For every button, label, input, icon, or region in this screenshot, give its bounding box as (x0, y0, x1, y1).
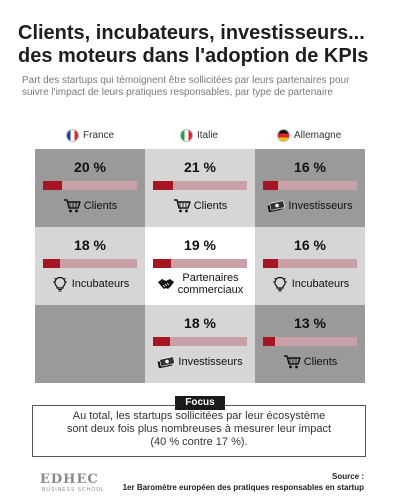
bar (263, 181, 279, 190)
cell-allemagne-row-2: 16 % Incubateurs (255, 227, 365, 305)
logo-sub-text: BUSINESS SCHOOL (42, 487, 105, 493)
shopping-cart-icon (63, 198, 81, 214)
partner-label: Clients (145, 198, 255, 214)
cell-allemagne-row-3: 13 % Clients (255, 305, 365, 383)
column-label: France (83, 129, 115, 141)
partner-label: Incubateurs (255, 276, 365, 292)
edhec-logo: EDHEC BUSINESS SCHOOL (36, 472, 126, 494)
focus-line-3: (40 % contre 17 %). (150, 436, 248, 448)
shopping-cart-icon (173, 198, 191, 214)
cell-italie-row-3: 18 % Investisseurs (145, 305, 255, 383)
partner-name: Investisseurs (178, 356, 243, 368)
partner-name: Clients (83, 200, 118, 212)
cell-italie-row-1: 21 % Clients (145, 149, 255, 227)
logo-main-text: EDHEC (40, 472, 99, 487)
focus-line-2: sont deux fois plus nombreuses à mesurer… (66, 423, 332, 435)
cell-france-row-2: 18 % Incubateurs (35, 227, 145, 305)
data-label: 18 % (184, 315, 216, 331)
bar-track (263, 337, 357, 346)
partner-name: Partenaires commerciaux (177, 272, 244, 296)
partner-name: Incubateurs (71, 278, 130, 290)
partner-name: Clients (193, 200, 228, 212)
source-text: 1er Baromètre européen des pratiques res… (122, 483, 364, 492)
partner-name: Clients (303, 356, 338, 368)
source-label: Source : (331, 472, 364, 481)
lightbulb-icon (271, 276, 289, 292)
france-flag-icon (66, 128, 79, 142)
cell-france-row-1: 20 % Clients (35, 149, 145, 227)
bar-track (43, 259, 137, 268)
column-header-allemagne: Allemagne (277, 128, 341, 142)
bar-track (153, 337, 247, 346)
data-label: 16 % (294, 159, 326, 175)
focus-tab: Focus (175, 396, 225, 410)
bar (263, 337, 276, 346)
lightbulb-icon (51, 276, 69, 292)
bar (153, 259, 171, 268)
partner-label: Clients (255, 354, 365, 370)
focus-line-1: Au total, les startups sollicitées par l… (72, 410, 326, 422)
cell-italie-row-2: 19 % Partenaires commerciaux (145, 227, 255, 305)
column-header-france: France (66, 128, 114, 142)
partner-label: Incubateurs (35, 276, 145, 292)
title-line-1: Clients, incubateurs, investisseurs... (18, 22, 365, 44)
partner-label: Investisseurs (145, 354, 255, 370)
germany-flag-icon (277, 128, 290, 142)
bar (153, 337, 170, 346)
money-icon (267, 198, 286, 214)
cell-france-row-3 (35, 305, 145, 383)
bar (43, 181, 62, 190)
bar-track (153, 181, 247, 190)
subtitle: Part des startups qui témoignent être so… (22, 75, 350, 98)
italy-flag-icon (180, 128, 193, 142)
partner-label: Partenaires commerciaux (145, 272, 255, 296)
bar (263, 259, 279, 268)
bar (43, 259, 60, 268)
data-label: 13 % (294, 315, 326, 331)
data-label: 18 % (74, 237, 106, 253)
column-label: Allemagne (294, 129, 342, 141)
column-label: Italie (197, 129, 219, 141)
handshake-icon (157, 276, 175, 292)
title-line-2: des moteurs dans l'adoption de KPIs (18, 45, 369, 67)
partner-name: Incubateurs (291, 278, 350, 290)
bar-track (263, 181, 357, 190)
data-label: 20 % (74, 159, 106, 175)
partner-label: Investisseurs (255, 198, 365, 214)
data-label: 16 % (294, 237, 326, 253)
shopping-cart-icon (283, 354, 301, 370)
partner-label: Clients (35, 198, 145, 214)
data-label: 21 % (184, 159, 216, 175)
focus-box: Au total, les startups sollicitées par l… (32, 405, 366, 457)
bar (153, 181, 173, 190)
cell-allemagne-row-1: 16 % Investisseurs (255, 149, 365, 227)
page-title: Clients, incubateurs, investisseurs... d… (18, 22, 388, 68)
money-icon (157, 354, 176, 370)
bar-track (263, 259, 357, 268)
bar-track (153, 259, 247, 268)
partner-name: Investisseurs (288, 200, 353, 212)
column-header-italie: Italie (180, 128, 218, 142)
bar-track (43, 181, 137, 190)
data-label: 19 % (184, 237, 216, 253)
